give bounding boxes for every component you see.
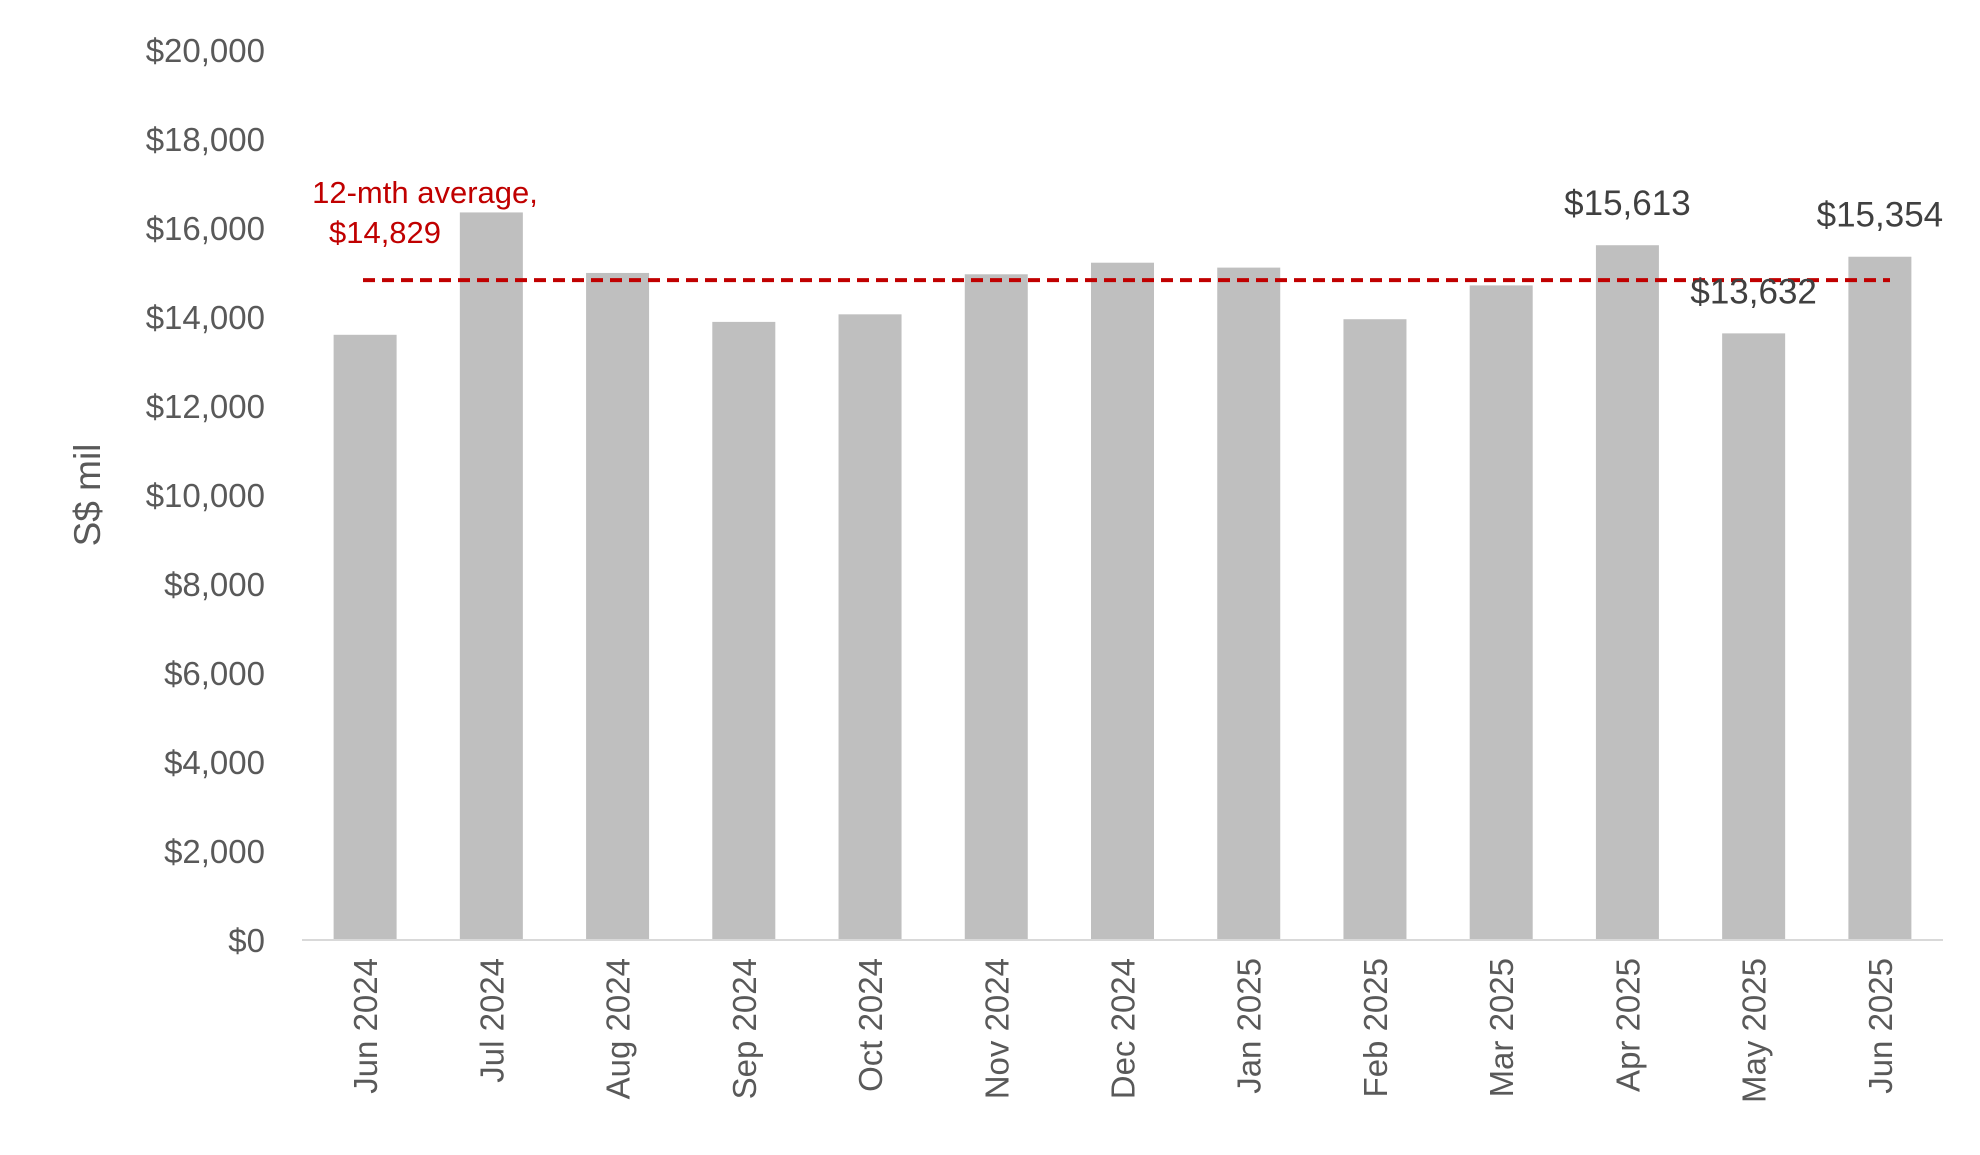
y-tick-label: $2,000 bbox=[164, 833, 265, 870]
y-tick-label: $12,000 bbox=[146, 388, 265, 425]
y-tick-label: $10,000 bbox=[146, 477, 265, 514]
bar bbox=[964, 274, 1028, 940]
bar bbox=[333, 334, 397, 940]
x-tick-label: Aug 2024 bbox=[600, 958, 637, 1099]
bar bbox=[1722, 333, 1786, 941]
x-tick-label: Sep 2024 bbox=[726, 958, 763, 1099]
data-label: $15,354 bbox=[1817, 196, 1944, 235]
bar bbox=[838, 314, 902, 941]
x-tick-label: May 2025 bbox=[1736, 958, 1773, 1103]
x-tick-label: Jan 2025 bbox=[1231, 958, 1268, 1094]
bar bbox=[459, 212, 523, 941]
y-tick-label: $16,000 bbox=[146, 210, 265, 247]
y-tick-label: $18,000 bbox=[146, 121, 265, 158]
average-line-group: 12-mth average, $14,829 bbox=[312, 175, 1890, 283]
data-labels: $15,613 $13,632$15,354 bbox=[1564, 184, 1943, 311]
y-tick-label: $14,000 bbox=[146, 299, 265, 336]
y-tick-label: $6,000 bbox=[164, 655, 265, 692]
x-axis-ticks: Jun 2024 Jul 2024 Aug 2024 Sep 2024 Oct 2024… bbox=[347, 958, 1899, 1103]
bar bbox=[1217, 267, 1281, 941]
average-label-line1: 12-mth average, bbox=[312, 175, 538, 210]
data-label: $13,632 bbox=[1690, 272, 1817, 311]
x-tick-label: Mar 2025 bbox=[1483, 958, 1520, 1097]
bar bbox=[1091, 262, 1154, 941]
y-axis-label: S$ mil bbox=[67, 444, 108, 547]
x-tick-label: Jul 2024 bbox=[473, 958, 510, 1083]
x-tick-label: Jun 2024 bbox=[347, 958, 384, 1094]
x-tick-label: Jun 2025 bbox=[1862, 958, 1899, 1094]
x-tick-label: Apr 2025 bbox=[1609, 958, 1646, 1092]
y-tick-label: $20,000 bbox=[146, 32, 265, 69]
bar bbox=[712, 321, 776, 940]
bar bbox=[1343, 319, 1407, 941]
bar bbox=[1469, 285, 1533, 940]
data-label: $15,613 bbox=[1564, 184, 1691, 223]
bar bbox=[586, 272, 650, 940]
x-tick-label: Nov 2024 bbox=[978, 958, 1015, 1099]
average-label-line2: $14,829 bbox=[329, 215, 441, 250]
bar bbox=[1848, 256, 1912, 940]
y-tick-label: $4,000 bbox=[164, 744, 265, 781]
y-axis-ticks: $0 $2,000 $4,000 $6,000 $8,000 $10,000 $12,000… bbox=[146, 32, 265, 959]
x-tick-label: Oct 2024 bbox=[852, 958, 889, 1092]
x-tick-label: Dec 2024 bbox=[1105, 958, 1142, 1099]
bars bbox=[333, 212, 1912, 941]
y-tick-label: $0 bbox=[228, 922, 265, 959]
y-tick-label: $8,000 bbox=[164, 566, 265, 603]
x-tick-label: Feb 2025 bbox=[1357, 958, 1394, 1097]
bar bbox=[1595, 245, 1659, 940]
